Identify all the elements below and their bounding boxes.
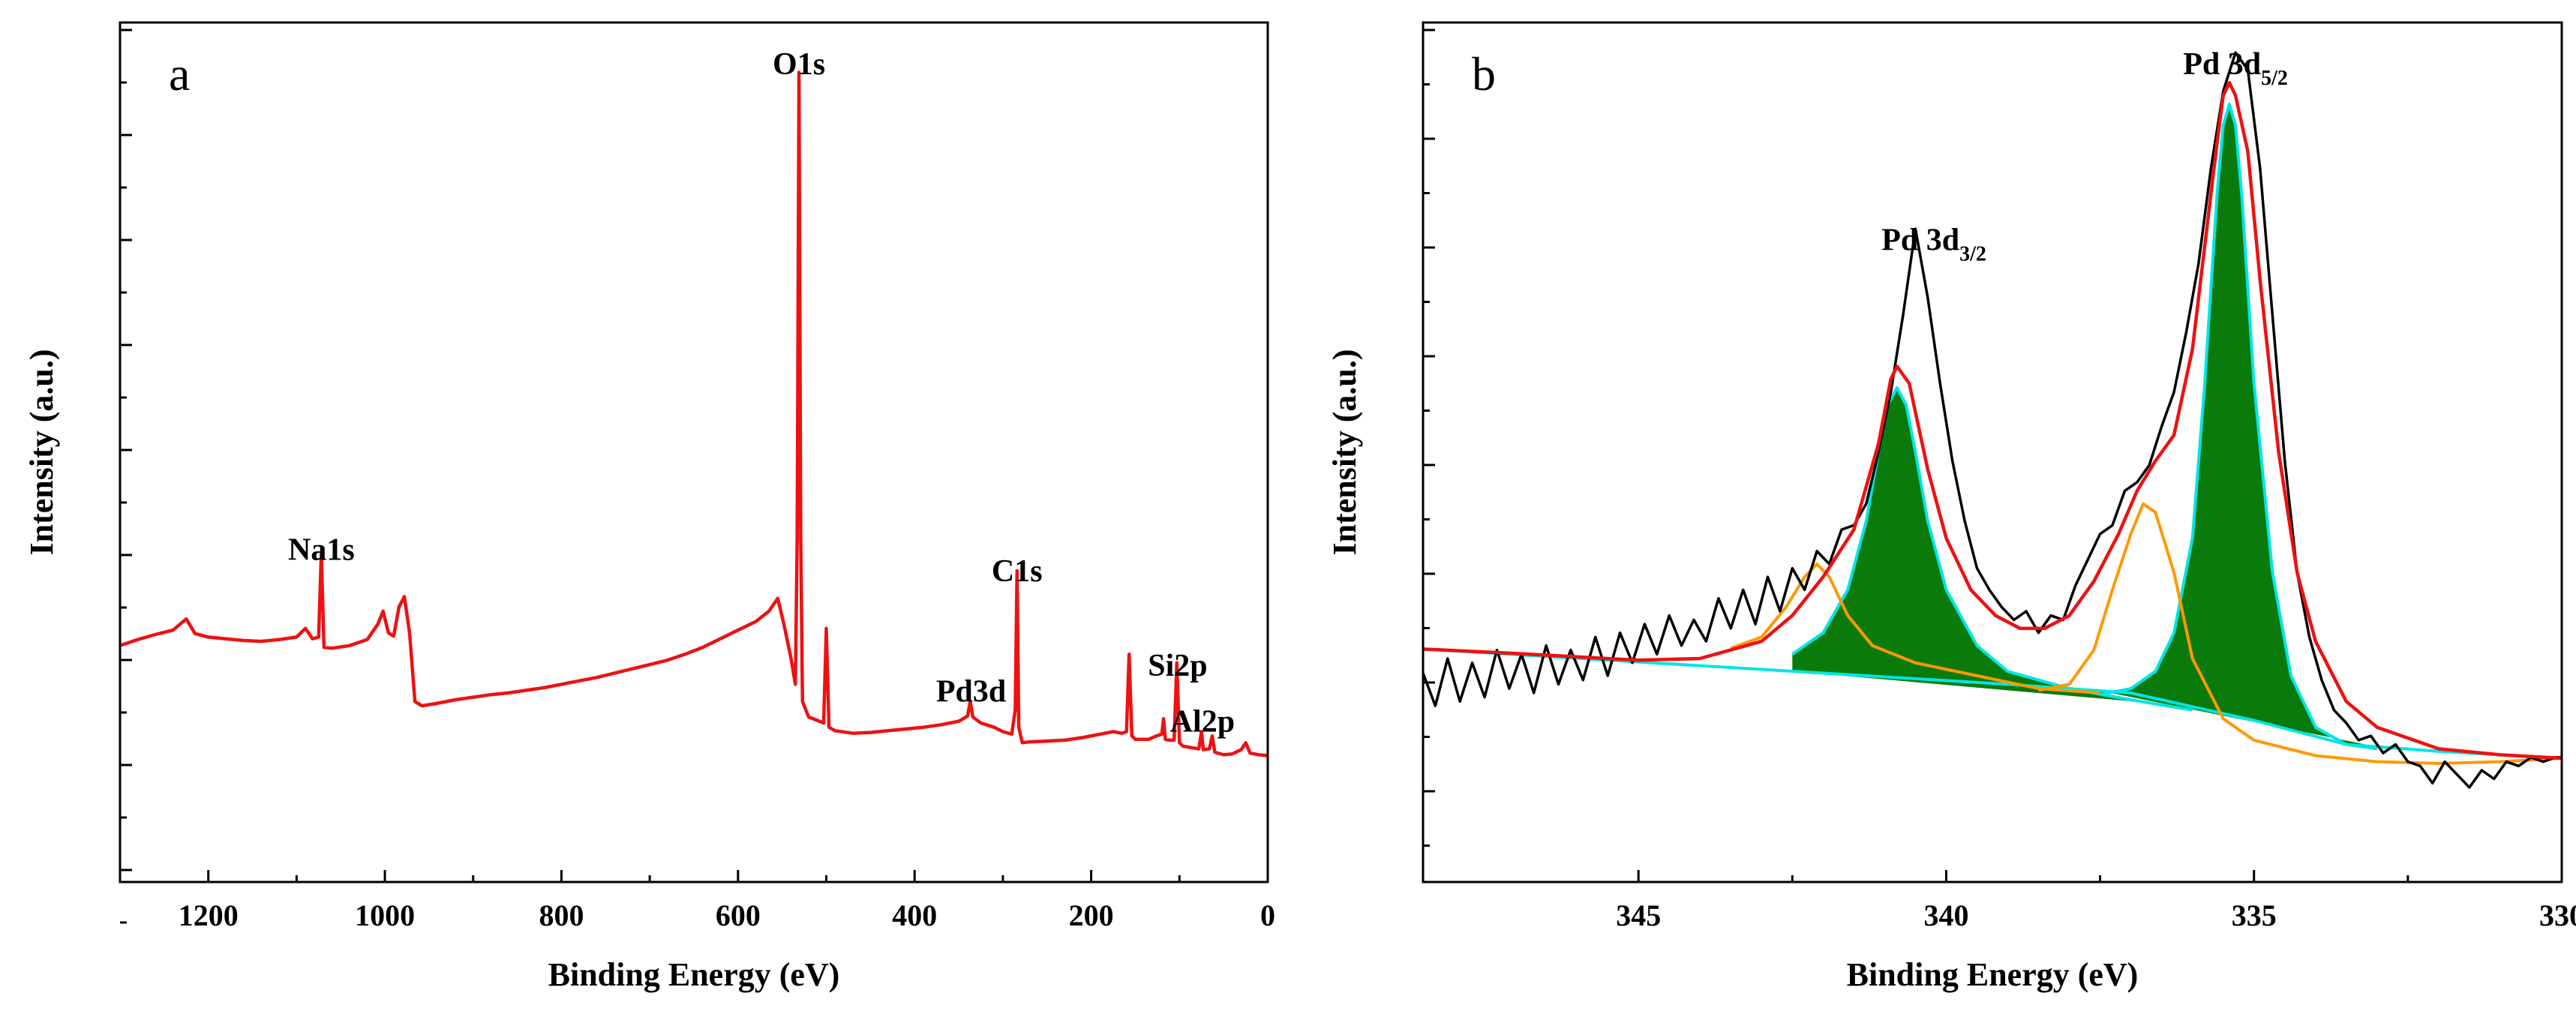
panel-a-letter: a xyxy=(169,47,190,100)
peak-label: Pd3d xyxy=(936,674,1006,709)
series-pd-3d5-2-component xyxy=(2100,102,2378,751)
peak-label-subscript: 5/2 xyxy=(2261,67,2288,90)
panel-b: b Binding Energy (eV) Intensity (a.u.) 3… xyxy=(1326,21,2576,993)
component-fill-2 xyxy=(2100,104,2377,749)
panel-a-plot-area xyxy=(120,70,1268,758)
peak-label: Si2p xyxy=(1148,649,1207,683)
peak-label: Al2p xyxy=(1170,704,1235,739)
panel-b-frame xyxy=(1422,21,2563,884)
x-tick-label: 400 xyxy=(892,898,937,932)
panel-b-ticks xyxy=(1423,28,2563,882)
series-pd-3d3-2-component xyxy=(1791,386,2193,712)
panel-a-x-tick-labels: 1200 1000 800 600 400 200 0 xyxy=(179,898,1275,932)
x-tick-label: 600 xyxy=(716,898,761,932)
panel-a: a Binding Energy (eV) Intensity (a.u.) 1… xyxy=(23,21,1275,993)
x-tick-label: 0 xyxy=(1260,898,1275,932)
x-tick-label: 1000 xyxy=(355,898,415,932)
peak-label: O1s xyxy=(773,47,825,82)
x-tick-label: 340 xyxy=(1923,898,1968,932)
series-xps-survey xyxy=(120,70,1268,758)
x-tick-label: 330 xyxy=(2539,898,2576,932)
panel-b-y-axis-label: Intensity (a.u.) xyxy=(1326,349,1363,555)
panel-a-y-axis-label: Intensity (a.u.) xyxy=(23,349,60,555)
panel-a-x-axis-label: Binding Energy (eV) xyxy=(548,956,840,993)
series-experimental xyxy=(1423,51,2562,789)
peak-label: Pd 3d5/2 xyxy=(2183,47,2288,90)
peak-label: Na1s xyxy=(288,532,355,567)
x-tick-label: 200 xyxy=(1069,898,1114,932)
panel-b-letter: b xyxy=(1472,47,1496,100)
series-envelope xyxy=(1423,80,2562,760)
panel-a-ticks xyxy=(120,28,1269,924)
x-tick-label: 335 xyxy=(2232,898,2277,932)
panel-a-frame xyxy=(119,21,1269,884)
series-background xyxy=(1423,647,2562,760)
panel-b-x-tick-labels: 345 340 335 330 xyxy=(1616,898,2576,932)
x-tick-label: 800 xyxy=(539,898,584,932)
peak-label: C1s xyxy=(992,554,1043,589)
component-fill-1 xyxy=(1792,388,2193,710)
series-shoulder-3d3-2 xyxy=(1730,562,2100,694)
peak-label: Pd 3d3/2 xyxy=(1881,224,1986,266)
x-tick-label: 1200 xyxy=(179,898,239,932)
peak-label-subscript: 3/2 xyxy=(1959,243,1986,266)
panel-a-annotations: Na1s O1s C1s Pd3d Si2p Al2p xyxy=(288,47,1235,740)
panel-b-x-axis-label: Binding Energy (eV) xyxy=(1847,956,2139,993)
panel-b-plot-area xyxy=(1423,51,2562,789)
x-tick-label: 345 xyxy=(1616,898,1661,932)
